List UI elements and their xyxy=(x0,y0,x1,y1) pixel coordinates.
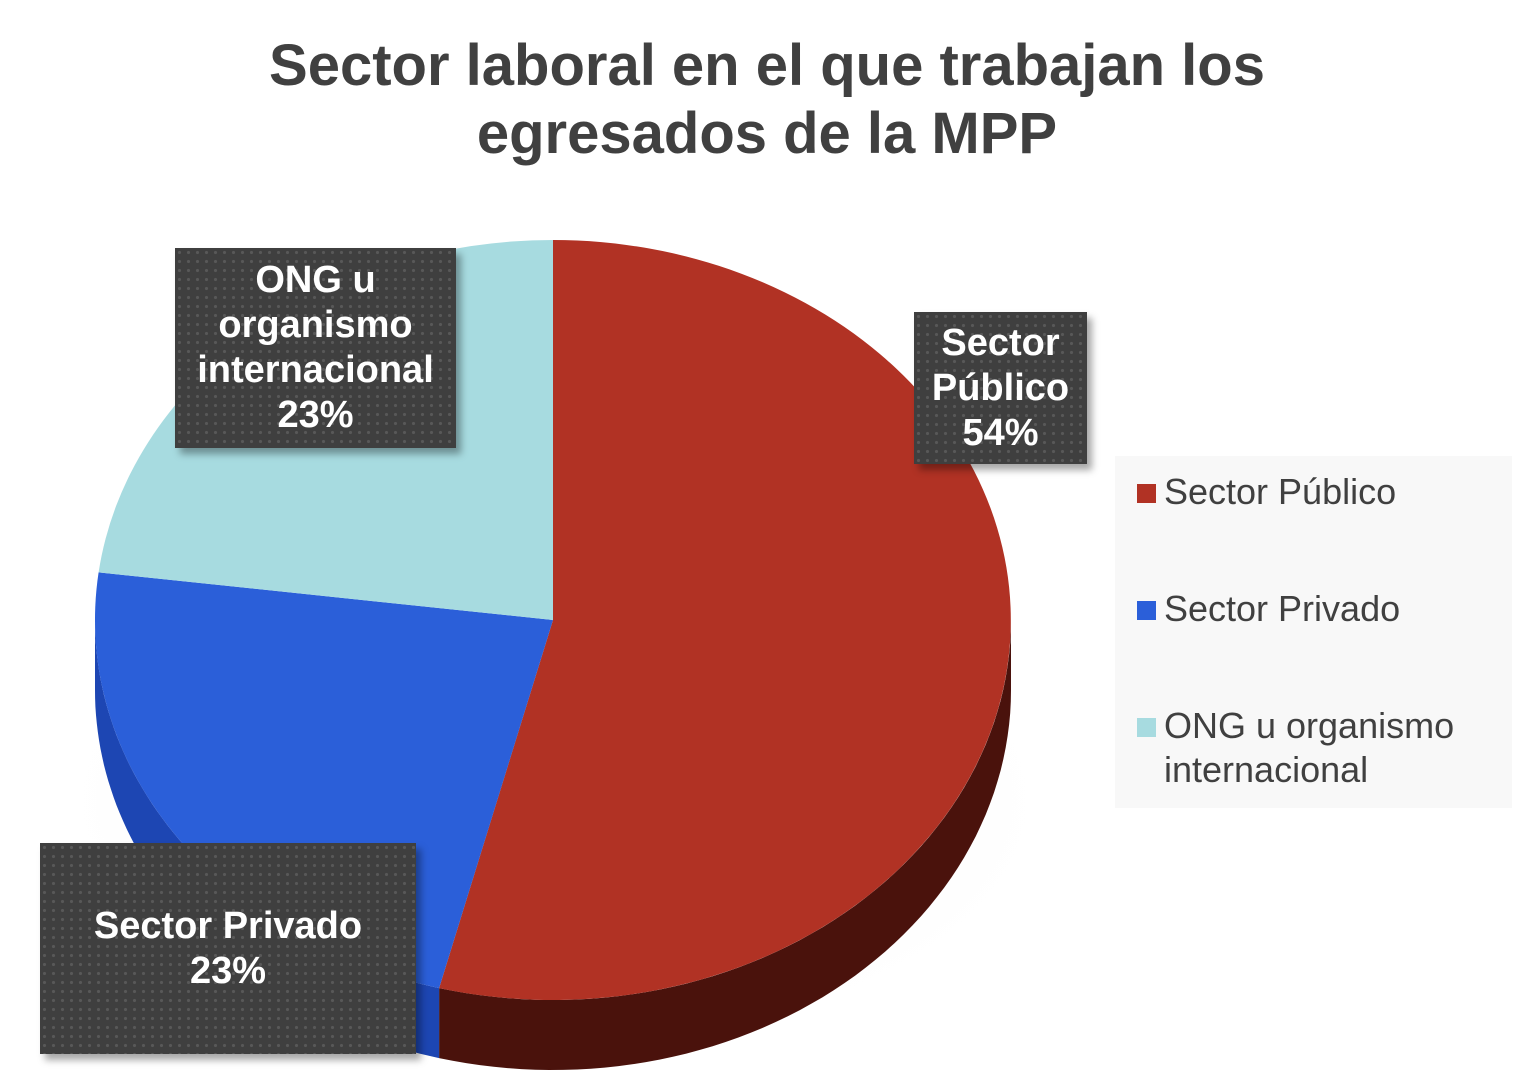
data-label-ong-line-3: internacional xyxy=(197,349,434,391)
pie-slice-publico xyxy=(439,240,1011,1000)
data-label-publico-line-3: 54% xyxy=(962,411,1039,454)
chart-title-line-1: Sector laboral en el que trabajan los xyxy=(269,33,1265,98)
chart-title-line-2: egresados de la MPP xyxy=(476,101,1058,166)
data-label-publico-line-2: Público xyxy=(931,366,1070,409)
data-label-ong-line-4: 23% xyxy=(277,394,354,436)
data-label-publico: Sector Público 54% xyxy=(914,312,1087,464)
data-label-privado-line-1: Sector Privado xyxy=(93,904,363,947)
data-label-ong: ONG u organismo internacional 23% xyxy=(175,248,456,448)
chart-title: Sector laboral en el que trabajan los eg… xyxy=(0,32,1534,168)
legend-swatch-publico xyxy=(1137,484,1156,503)
legend-label-ong-line-1: ONG u organismo xyxy=(1164,705,1455,746)
data-label-ong-line-2: organismo xyxy=(218,304,413,346)
legend-label-publico: Sector Público xyxy=(1164,471,1397,512)
legend-swatch-privado xyxy=(1137,601,1156,620)
pie-slice-privado xyxy=(94,572,553,989)
data-label-privado: Sector Privado 23% xyxy=(40,843,416,1054)
data-label-privado-line-2: 23% xyxy=(189,949,267,992)
pie-side-publico xyxy=(439,620,1012,1070)
legend-label-ong: ONG u organismo internacional xyxy=(1164,704,1514,792)
legend-label-ong-line-2: internacional xyxy=(1164,749,1369,790)
data-label-publico-line-1: Sector xyxy=(941,321,1060,364)
legend-label-privado: Sector Privado xyxy=(1164,588,1401,629)
legend-swatch-ong xyxy=(1137,718,1156,737)
chart-legend: Sector Público Sector Privado ONG u orga… xyxy=(1115,456,1512,808)
data-label-ong-line-1: ONG u xyxy=(255,259,376,301)
